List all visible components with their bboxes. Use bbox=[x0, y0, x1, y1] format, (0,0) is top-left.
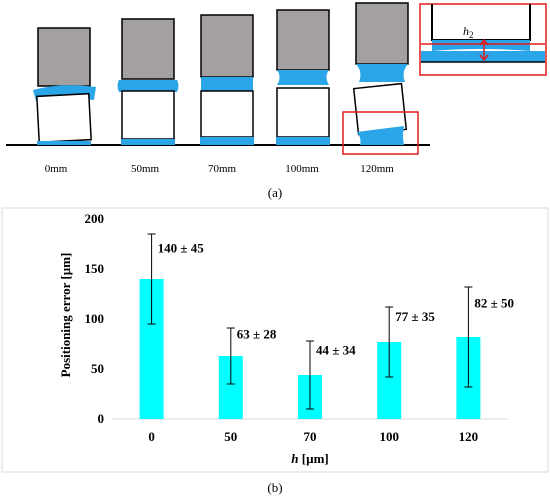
stage-70mm bbox=[200, 14, 254, 145]
stage-100mm bbox=[276, 9, 330, 145]
liquid-film bbox=[121, 139, 175, 145]
data-label-70: 44 ± 34 bbox=[316, 342, 356, 357]
stage-120mm bbox=[342, 2, 419, 155]
y-tick-label: 100 bbox=[85, 311, 105, 326]
y-tick-label: 0 bbox=[98, 411, 105, 426]
x-axis-title: h [µm] bbox=[291, 451, 328, 466]
panel-b-label: (b) bbox=[267, 480, 282, 495]
stage-label-120mm: 120mm bbox=[360, 163, 394, 175]
inset-meniscus bbox=[432, 40, 530, 51]
x-tick-label: 100 bbox=[379, 429, 399, 444]
stage-label-0mm: 0mm bbox=[45, 163, 68, 175]
y-tick-label: 200 bbox=[85, 211, 105, 226]
x-tick-label: 70 bbox=[304, 429, 317, 444]
chip-top bbox=[355, 2, 409, 65]
inset-zoom: h2 bbox=[419, 3, 547, 76]
chip-bottom bbox=[36, 92, 92, 144]
stage-50mm bbox=[117, 18, 179, 145]
data-label-120: 82 ± 50 bbox=[474, 296, 514, 311]
arrow-head-down bbox=[479, 54, 489, 62]
data-labels: 140 ± 45 63 ± 28 44 ± 34 77 ± 35 82 ± 50 bbox=[158, 240, 514, 357]
inset-gap-label: h2 bbox=[463, 24, 474, 40]
chip-top bbox=[200, 14, 254, 78]
data-label-50: 63 ± 28 bbox=[237, 327, 277, 342]
liquid-bridge bbox=[356, 64, 408, 82]
y-tick-label: 50 bbox=[91, 361, 104, 376]
chip-bottom bbox=[276, 87, 330, 138]
liquid-bridge bbox=[201, 77, 253, 91]
chip-top bbox=[37, 27, 91, 87]
panel-a-illustration: h2 0mm 50mm 70mm 100mm 120mm (a) bbox=[6, 2, 547, 200]
inset-liquid bbox=[421, 51, 545, 62]
data-label-100: 77 ± 35 bbox=[395, 309, 435, 324]
highlight-box bbox=[342, 111, 419, 155]
data-label-0: 140 ± 45 bbox=[158, 240, 205, 255]
chip-bottom bbox=[200, 90, 254, 138]
stage-0mm bbox=[33, 27, 96, 145]
y-axis-title: Positioning error [µm] bbox=[58, 253, 73, 378]
x-tick-label: 50 bbox=[224, 429, 237, 444]
y-tick-labels: 0 50 100 150 200 bbox=[85, 211, 105, 426]
liquid-bridge bbox=[277, 70, 329, 85]
arrow-head-up bbox=[479, 38, 489, 46]
panel-a-label: (a) bbox=[268, 185, 282, 200]
x-tick-labels: 0 50 70 100 120 bbox=[148, 429, 478, 444]
x-tick-label: 120 bbox=[459, 429, 479, 444]
liquid-film bbox=[276, 137, 330, 145]
chip-bottom bbox=[121, 90, 175, 140]
chip-top bbox=[276, 9, 330, 71]
error-bars bbox=[147, 233, 473, 410]
chip-top bbox=[121, 18, 175, 80]
y-tick-label: 150 bbox=[85, 261, 105, 276]
liquid-bridge bbox=[117, 80, 179, 92]
liquid-film bbox=[200, 137, 254, 145]
stage-label-50mm: 50mm bbox=[131, 163, 160, 175]
panel-b-chart: 0 50 100 150 200 140 ± 45 63 ± 28 44 ± 34 77 ± … bbox=[1, 207, 549, 495]
x-tick-label: 0 bbox=[148, 429, 155, 444]
stage-label-70mm: 70mm bbox=[208, 163, 237, 175]
liquid-film bbox=[37, 141, 91, 145]
liquid-film bbox=[357, 126, 404, 145]
stage-label-100mm: 100mm bbox=[285, 163, 319, 175]
